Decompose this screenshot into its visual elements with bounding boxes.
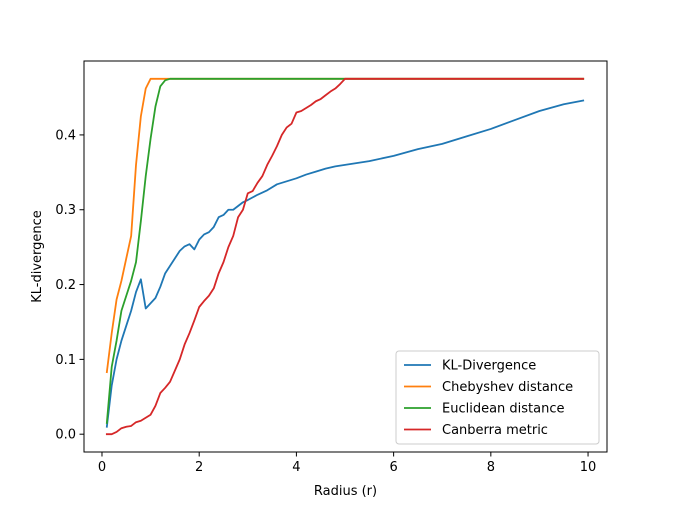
series-line-0 (105, 99, 585, 428)
x-tick-label: 6 (389, 460, 397, 475)
series-line-1 (105, 77, 585, 374)
y-tick-label: 0.1 (55, 353, 76, 368)
plot-frame (83, 60, 608, 453)
y-tick-label: 0.3 (55, 203, 76, 218)
legend-box (395, 350, 600, 445)
x-axis-title: Radius (r) (314, 484, 377, 499)
x-tick-label: 10 (580, 460, 597, 475)
x-tick-label: 4 (292, 460, 300, 475)
legend: KL-Divergence Chebyshev distance Euclidean… (395, 350, 600, 445)
y-tick-label: 0.4 (55, 128, 76, 143)
x-axis: 0 2 4 6 8 10 (98, 452, 596, 475)
legend-label-1: Chebyshev distance (442, 380, 573, 395)
y-tick-label: 0.0 (55, 428, 76, 443)
series-line-3 (105, 77, 585, 436)
legend-label-3: Canberra metric (442, 423, 548, 438)
x-tick-label: 0 (98, 460, 106, 475)
legend-label-2: Euclidean distance (442, 402, 565, 417)
y-axis: 0.0 0.1 0.2 0.3 0.4 (55, 128, 84, 443)
x-tick-label: 8 (487, 460, 495, 475)
y-axis-title: KL-divergence (30, 210, 45, 303)
x-tick-label: 2 (195, 460, 203, 475)
plot-lines (105, 77, 585, 436)
legend-label-0: KL-Divergence (442, 359, 536, 374)
y-tick-label: 0.2 (55, 278, 76, 293)
